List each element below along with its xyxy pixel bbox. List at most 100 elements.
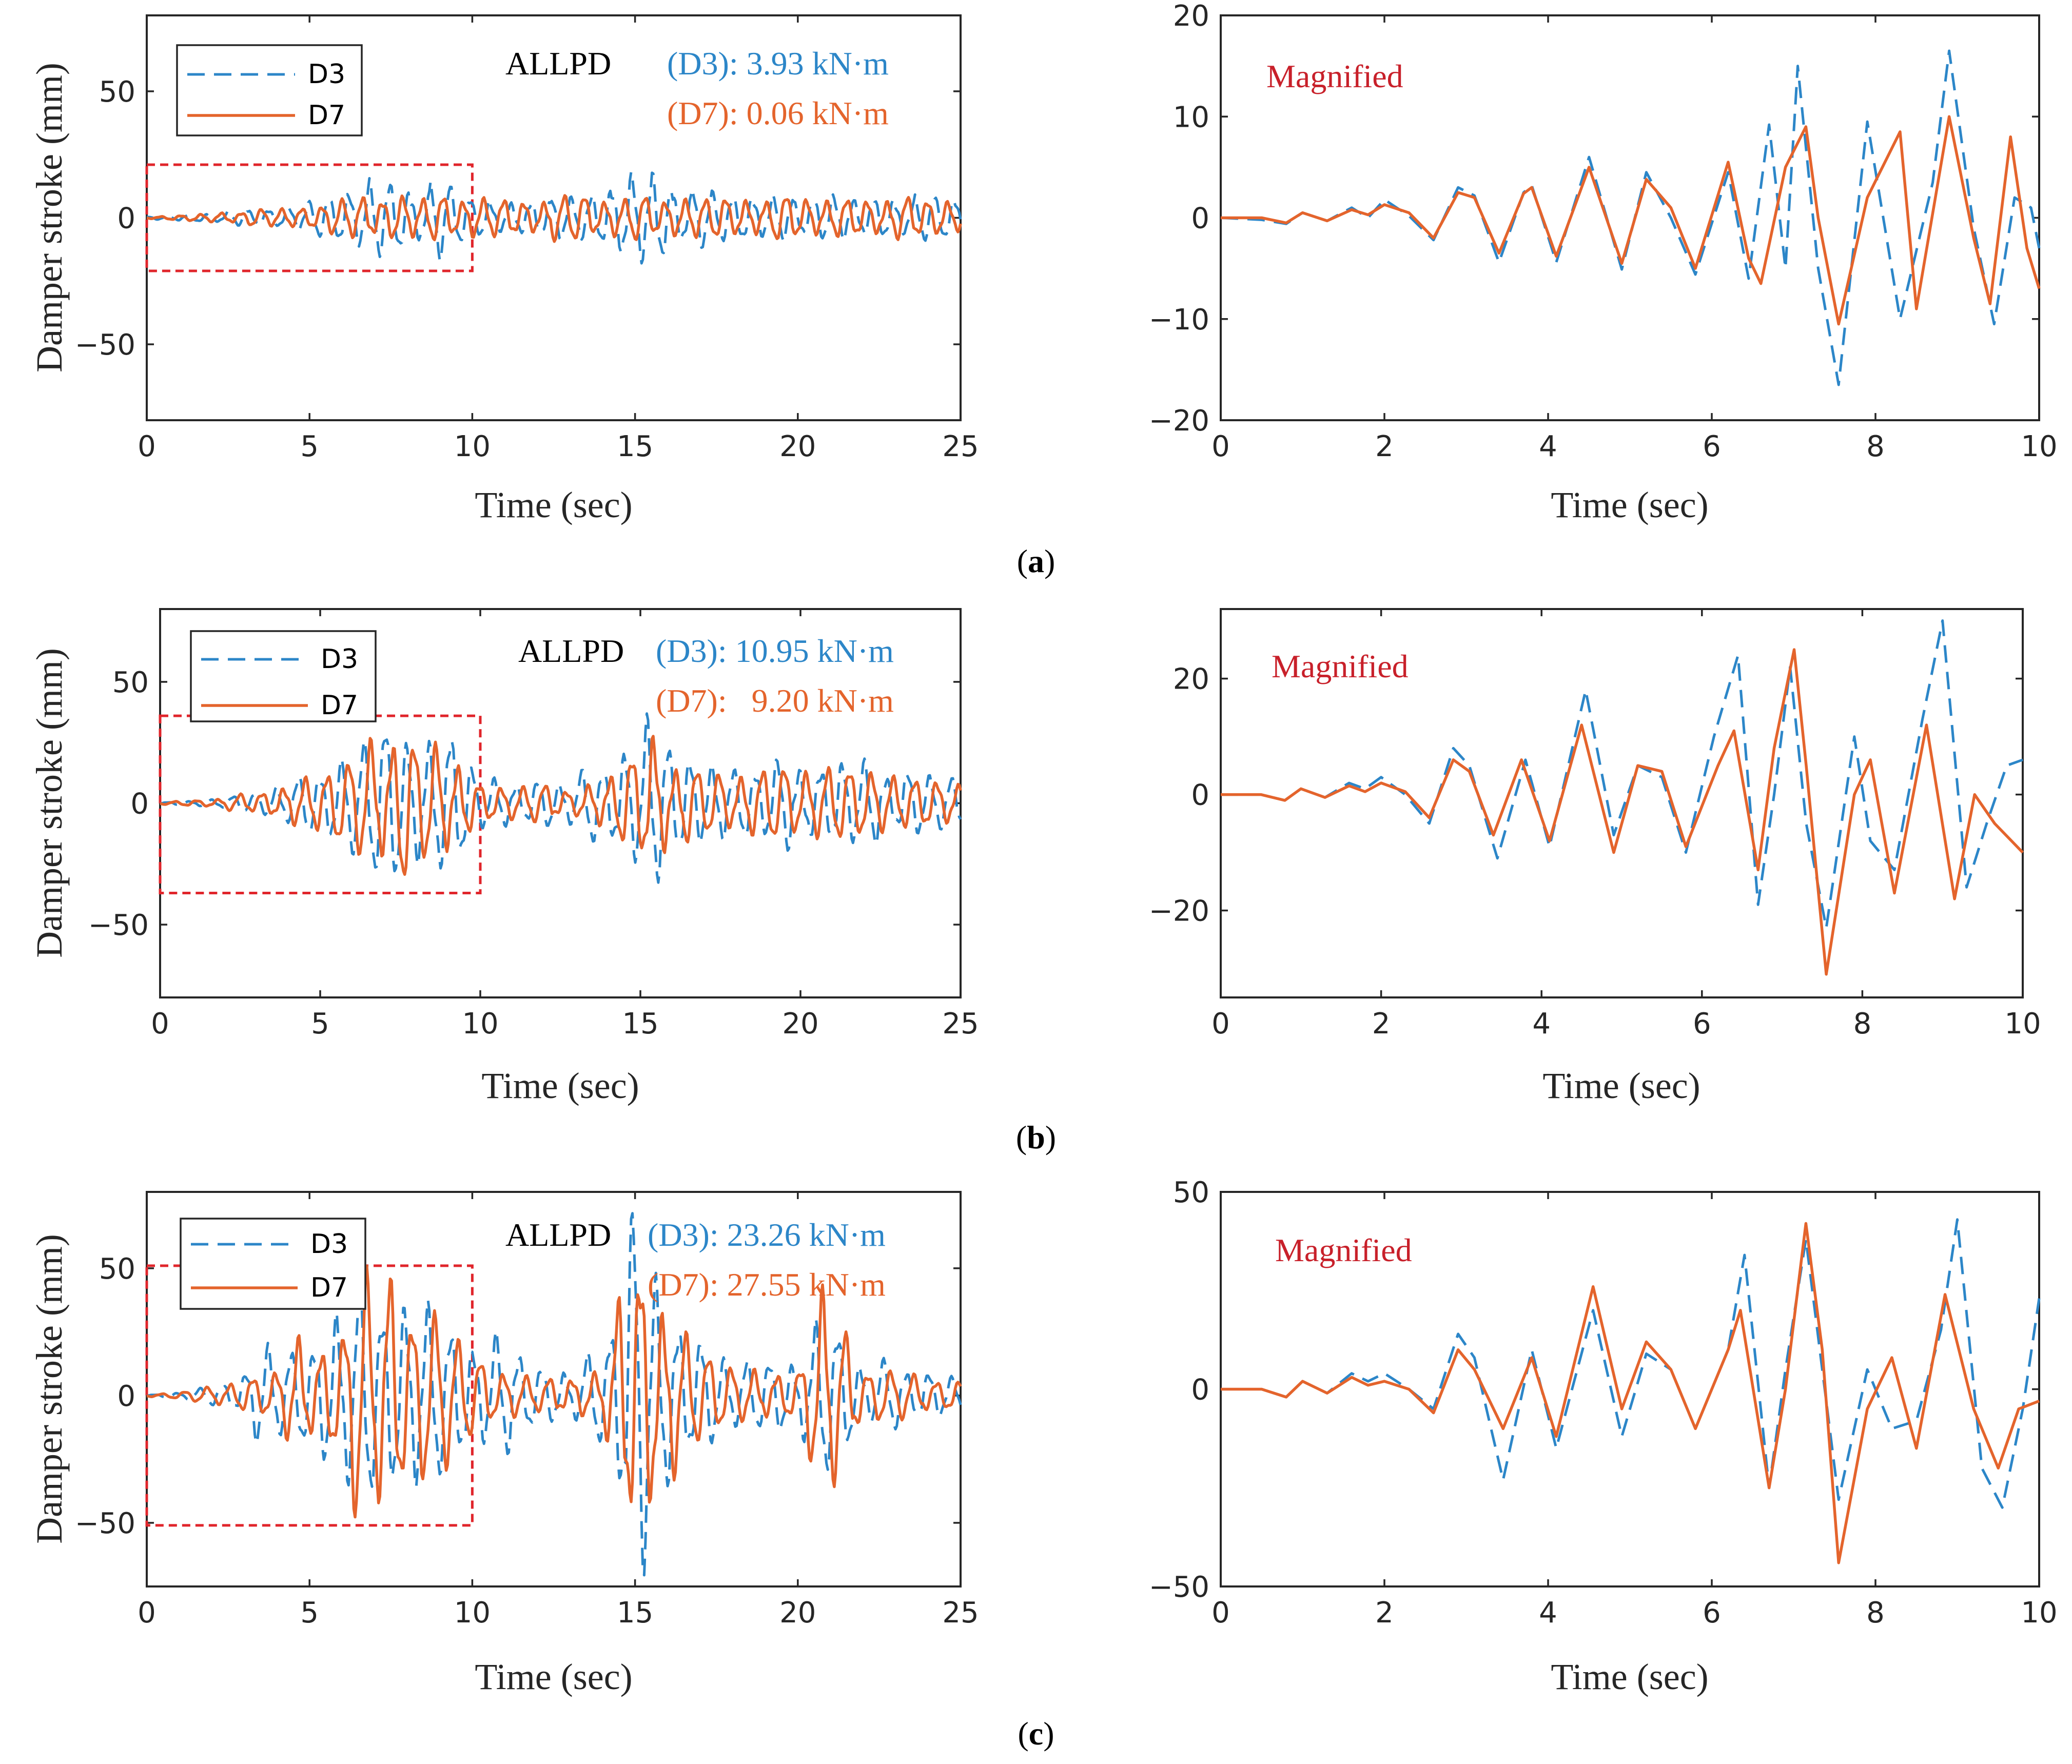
series-D3-line: [1221, 619, 2023, 929]
y-axis-label: Damper stroke (mm): [29, 1234, 70, 1544]
allpd-d7-value: (D7): 9.20 kN·m: [656, 682, 894, 719]
y-tick-label: 20: [1173, 663, 1209, 696]
y-axis-label: Damper stroke (mm): [29, 63, 70, 373]
magnified-label: Magnified: [1275, 1232, 1412, 1268]
x-tick-label: 8: [1866, 430, 1885, 463]
allpd-d7-value: (D7): 27.55 kN·m: [648, 1266, 886, 1303]
panel-c-full: 0 5 10 15 20 25 −50 0 50 D3 D7 ALLPD (D3): 23.26…: [29, 1191, 979, 1697]
legend: D3 D7: [176, 44, 363, 136]
y-tick-label: −20: [1149, 895, 1209, 928]
y-tick-label: −50: [75, 1507, 135, 1540]
legend-D7-label: D7: [321, 690, 358, 721]
y-tick-label: 0: [1191, 1374, 1209, 1407]
series-D3-line: [160, 712, 962, 884]
x-tick-label: 8: [1853, 1007, 1872, 1041]
y-tick-label: 0: [117, 1380, 135, 1413]
axis-ticks: 0 2 4 6 8 10 −20 0 20: [1149, 609, 2041, 1041]
legend: D3 D7: [190, 630, 377, 722]
x-tick-label: 0: [1211, 1596, 1230, 1630]
x-tick-label: 10: [462, 1007, 498, 1041]
x-tick-label: 20: [779, 1596, 816, 1630]
series-D7-line: [160, 735, 962, 876]
x-tick-label: 0: [138, 1596, 156, 1630]
legend: D3 D7: [180, 1218, 366, 1310]
plot-area-frame: [1220, 608, 2024, 998]
x-tick-label: 20: [779, 430, 816, 463]
x-tick-label: 10: [454, 1596, 491, 1630]
series-D3-line: [1221, 1218, 2041, 1509]
x-axis-label: Time (sec): [475, 1656, 632, 1697]
x-tick-label: 8: [1866, 1596, 1885, 1630]
panel-caption-c: (c): [1018, 1715, 1054, 1752]
legend-box: [180, 1218, 366, 1310]
x-axis-label: Time (sec): [1551, 484, 1708, 525]
axis-ticks: 0 5 10 15 20 25 −50 0 50: [88, 609, 979, 1041]
x-tick-label: 5: [300, 1596, 319, 1630]
magnified-label: Magnified: [1266, 58, 1403, 94]
panel-b-full: 0 5 10 15 20 25 −50 0 50 D3 D7 ALLPD (D3): 10.95…: [29, 608, 979, 1106]
allpd-d3-value: (D3): 10.95 kN·m: [656, 633, 894, 669]
zoom-region-box: [145, 163, 474, 272]
x-tick-label: 6: [1703, 1596, 1721, 1630]
y-tick-label: 50: [1173, 1176, 1209, 1209]
y-axis-label: Damper stroke (mm): [29, 648, 70, 958]
allpd-d7-value: (D7): 0.06 kN·m: [667, 95, 889, 131]
x-tick-label: 4: [1539, 430, 1557, 463]
y-tick-label: 20: [1173, 0, 1209, 33]
x-tick-label: 15: [617, 1596, 653, 1630]
x-tick-label: 10: [2021, 430, 2057, 463]
y-tick-label: 50: [99, 75, 135, 109]
x-tick-label: 15: [622, 1007, 658, 1041]
x-axis-label: Time (sec): [481, 1065, 639, 1106]
x-tick-label: 6: [1703, 430, 1721, 463]
series-D7-line: [146, 194, 962, 243]
series-D3-line: [1220, 49, 2041, 386]
series-D3-line: [146, 170, 962, 265]
y-tick-label: 0: [1191, 202, 1209, 236]
y-tick-label: 50: [112, 666, 149, 699]
allpd-label: ALLPD: [505, 45, 611, 82]
panel-b-magnified: 0 2 4 6 8 10 −20 0 20 Magnified Time (sec): [1149, 608, 2041, 1106]
legend-D3-label: D3: [308, 59, 345, 90]
series-D3-line: [146, 1212, 962, 1577]
x-tick-label: 25: [942, 1007, 979, 1041]
series-D7-line: [1221, 648, 2024, 976]
x-tick-label: 0: [1211, 1007, 1230, 1041]
magnified-label: Magnified: [1272, 648, 1409, 684]
x-tick-label: 0: [1211, 430, 1230, 463]
legend-D7-label: D7: [308, 100, 345, 131]
series-D7-line: [1221, 1222, 2040, 1564]
y-tick-label: 0: [117, 202, 135, 236]
allpd-d3-value: (D3): 23.26 kN·m: [648, 1217, 886, 1253]
y-tick-label: −50: [75, 328, 135, 362]
x-tick-label: 2: [1375, 1596, 1394, 1630]
x-tick-label: 0: [138, 430, 156, 463]
allpd-label: ALLPD: [518, 633, 624, 669]
panel-caption-a: (a): [1017, 543, 1055, 579]
x-tick-label: 2: [1372, 1007, 1391, 1041]
x-tick-label: 4: [1532, 1007, 1551, 1041]
x-tick-label: 5: [300, 430, 319, 463]
allpd-label: ALLPD: [505, 1217, 611, 1253]
y-tick-label: 10: [1173, 101, 1209, 134]
x-tick-label: 10: [2004, 1007, 2041, 1041]
allpd-d3-value: (D3): 3.93 kN·m: [667, 45, 889, 82]
x-tick-label: 10: [454, 430, 491, 463]
x-tick-label: 15: [617, 430, 653, 463]
y-tick-label: −10: [1149, 303, 1209, 337]
panel-a-full: 0 5 10 15 20 25 −50 0 50 D3 D7 ALLPD (D3): 3.93 …: [29, 14, 979, 525]
x-tick-label: 25: [942, 430, 979, 463]
x-tick-label: 20: [782, 1007, 818, 1041]
series-D7-line: [146, 1264, 962, 1519]
x-tick-label: 5: [311, 1007, 329, 1041]
x-tick-label: 25: [942, 1596, 979, 1630]
panel-a-magnified: 0 2 4 6 8 10 −20 −10 0 10 20 Magnified Time (sec): [1149, 0, 2058, 525]
y-tick-label: −50: [88, 909, 149, 942]
y-tick-label: −50: [1149, 1571, 1209, 1604]
x-tick-label: 2: [1375, 430, 1394, 463]
axis-ticks: 0 5 10 15 20 25 −50 0 50: [75, 1192, 979, 1630]
